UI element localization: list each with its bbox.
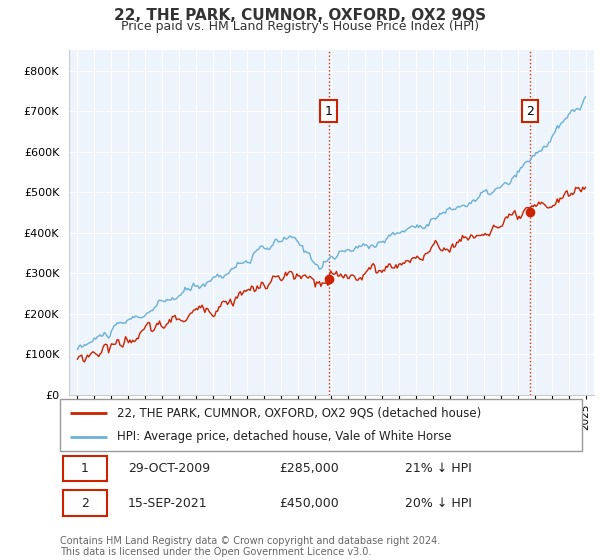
- FancyBboxPatch shape: [62, 491, 107, 516]
- Text: 2: 2: [526, 105, 534, 118]
- Text: HPI: Average price, detached house, Vale of White Horse: HPI: Average price, detached house, Vale…: [118, 431, 452, 444]
- Text: 21% ↓ HPI: 21% ↓ HPI: [404, 462, 471, 475]
- Text: £285,000: £285,000: [279, 462, 339, 475]
- Text: Price paid vs. HM Land Registry's House Price Index (HPI): Price paid vs. HM Land Registry's House …: [121, 20, 479, 32]
- Text: 2: 2: [81, 497, 89, 510]
- FancyBboxPatch shape: [62, 455, 107, 481]
- Text: 29-OCT-2009: 29-OCT-2009: [128, 462, 210, 475]
- Text: 1: 1: [325, 105, 332, 118]
- FancyBboxPatch shape: [60, 399, 582, 451]
- Text: 22, THE PARK, CUMNOR, OXFORD, OX2 9QS (detached house): 22, THE PARK, CUMNOR, OXFORD, OX2 9QS (d…: [118, 407, 482, 419]
- Text: Contains HM Land Registry data © Crown copyright and database right 2024.
This d: Contains HM Land Registry data © Crown c…: [60, 535, 440, 557]
- Text: 15-SEP-2021: 15-SEP-2021: [128, 497, 208, 510]
- Text: 1: 1: [81, 462, 89, 475]
- Text: £450,000: £450,000: [279, 497, 339, 510]
- Text: 22, THE PARK, CUMNOR, OXFORD, OX2 9QS: 22, THE PARK, CUMNOR, OXFORD, OX2 9QS: [114, 8, 486, 24]
- Text: 20% ↓ HPI: 20% ↓ HPI: [404, 497, 472, 510]
